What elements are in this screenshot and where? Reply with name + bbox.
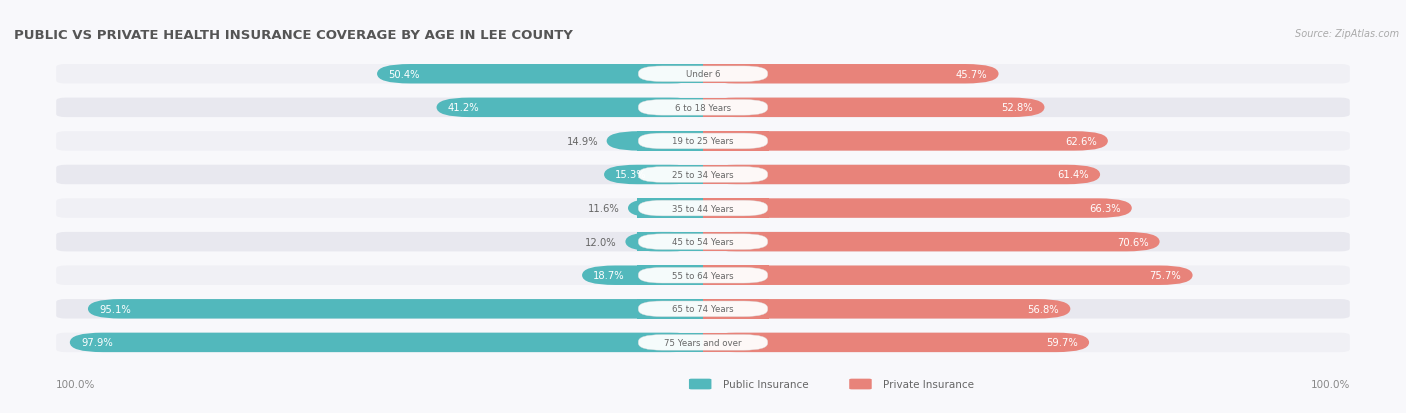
FancyBboxPatch shape bbox=[638, 100, 768, 116]
Text: Public Insurance: Public Insurance bbox=[723, 379, 808, 389]
FancyBboxPatch shape bbox=[56, 65, 1350, 84]
FancyBboxPatch shape bbox=[626, 233, 703, 252]
Text: 41.2%: 41.2% bbox=[447, 103, 479, 113]
Text: 18.7%: 18.7% bbox=[593, 271, 624, 280]
FancyBboxPatch shape bbox=[582, 266, 703, 285]
Text: 100.0%: 100.0% bbox=[56, 379, 96, 389]
Text: 35 to 44 Years: 35 to 44 Years bbox=[672, 204, 734, 213]
FancyBboxPatch shape bbox=[56, 98, 1350, 118]
FancyBboxPatch shape bbox=[638, 268, 768, 283]
FancyBboxPatch shape bbox=[70, 333, 703, 352]
FancyBboxPatch shape bbox=[56, 333, 1350, 352]
Text: 6 to 18 Years: 6 to 18 Years bbox=[675, 104, 731, 113]
FancyBboxPatch shape bbox=[606, 132, 703, 151]
FancyBboxPatch shape bbox=[703, 299, 1070, 319]
Text: 45 to 54 Years: 45 to 54 Years bbox=[672, 237, 734, 247]
Bar bbox=[703, 132, 769, 151]
Text: 12.0%: 12.0% bbox=[585, 237, 617, 247]
Bar bbox=[637, 333, 703, 352]
FancyBboxPatch shape bbox=[56, 299, 1350, 319]
Text: 55 to 64 Years: 55 to 64 Years bbox=[672, 271, 734, 280]
Text: 50.4%: 50.4% bbox=[388, 69, 420, 80]
Bar bbox=[703, 266, 769, 285]
Bar bbox=[637, 299, 703, 319]
Text: 19 to 25 Years: 19 to 25 Years bbox=[672, 137, 734, 146]
Bar bbox=[637, 266, 703, 285]
Text: 15.3%: 15.3% bbox=[616, 170, 647, 180]
Bar bbox=[637, 165, 703, 185]
Text: 65 to 74 Years: 65 to 74 Years bbox=[672, 304, 734, 313]
Text: 70.6%: 70.6% bbox=[1116, 237, 1149, 247]
Text: Source: ZipAtlas.com: Source: ZipAtlas.com bbox=[1295, 29, 1399, 39]
Text: 45.7%: 45.7% bbox=[956, 69, 987, 80]
Text: PUBLIC VS PRIVATE HEALTH INSURANCE COVERAGE BY AGE IN LEE COUNTY: PUBLIC VS PRIVATE HEALTH INSURANCE COVER… bbox=[14, 29, 572, 42]
FancyBboxPatch shape bbox=[605, 165, 703, 185]
Bar bbox=[703, 199, 769, 218]
FancyBboxPatch shape bbox=[703, 233, 1160, 252]
FancyBboxPatch shape bbox=[703, 65, 998, 84]
FancyBboxPatch shape bbox=[56, 266, 1350, 285]
Bar bbox=[703, 333, 769, 352]
Bar bbox=[637, 98, 703, 118]
Bar bbox=[703, 65, 769, 84]
Bar bbox=[703, 299, 769, 319]
FancyBboxPatch shape bbox=[703, 98, 1045, 118]
FancyBboxPatch shape bbox=[56, 132, 1350, 151]
Text: 52.8%: 52.8% bbox=[1001, 103, 1033, 113]
Bar bbox=[637, 233, 703, 252]
Text: Under 6: Under 6 bbox=[686, 70, 720, 79]
FancyBboxPatch shape bbox=[638, 167, 768, 183]
Text: 62.6%: 62.6% bbox=[1064, 137, 1097, 147]
Bar bbox=[703, 98, 769, 118]
FancyBboxPatch shape bbox=[703, 199, 1132, 218]
Bar bbox=[637, 199, 703, 218]
FancyBboxPatch shape bbox=[628, 199, 703, 218]
FancyBboxPatch shape bbox=[703, 132, 1108, 151]
FancyBboxPatch shape bbox=[638, 67, 768, 82]
Bar bbox=[703, 233, 769, 252]
Text: 75.7%: 75.7% bbox=[1150, 271, 1181, 280]
Text: 97.9%: 97.9% bbox=[82, 337, 112, 348]
FancyBboxPatch shape bbox=[638, 201, 768, 216]
FancyBboxPatch shape bbox=[703, 165, 1099, 185]
FancyBboxPatch shape bbox=[377, 65, 703, 84]
FancyBboxPatch shape bbox=[689, 379, 711, 389]
Text: 14.9%: 14.9% bbox=[567, 137, 598, 147]
Text: 59.7%: 59.7% bbox=[1046, 337, 1078, 348]
Text: 75 Years and over: 75 Years and over bbox=[664, 338, 742, 347]
FancyBboxPatch shape bbox=[89, 299, 703, 319]
Text: 95.1%: 95.1% bbox=[100, 304, 131, 314]
Text: 25 to 34 Years: 25 to 34 Years bbox=[672, 171, 734, 180]
FancyBboxPatch shape bbox=[849, 379, 872, 389]
FancyBboxPatch shape bbox=[56, 165, 1350, 185]
FancyBboxPatch shape bbox=[638, 335, 768, 350]
Text: 61.4%: 61.4% bbox=[1057, 170, 1088, 180]
FancyBboxPatch shape bbox=[56, 199, 1350, 218]
Text: 11.6%: 11.6% bbox=[588, 204, 620, 214]
FancyBboxPatch shape bbox=[703, 266, 1192, 285]
Text: Private Insurance: Private Insurance bbox=[883, 379, 974, 389]
FancyBboxPatch shape bbox=[638, 134, 768, 150]
Bar bbox=[637, 65, 703, 84]
Text: 56.8%: 56.8% bbox=[1028, 304, 1059, 314]
FancyBboxPatch shape bbox=[436, 98, 703, 118]
FancyBboxPatch shape bbox=[638, 234, 768, 250]
FancyBboxPatch shape bbox=[56, 233, 1350, 252]
Bar bbox=[637, 132, 703, 151]
Text: 100.0%: 100.0% bbox=[1310, 379, 1350, 389]
Text: 66.3%: 66.3% bbox=[1088, 204, 1121, 214]
FancyBboxPatch shape bbox=[638, 301, 768, 317]
Bar bbox=[703, 165, 769, 185]
FancyBboxPatch shape bbox=[703, 333, 1090, 352]
